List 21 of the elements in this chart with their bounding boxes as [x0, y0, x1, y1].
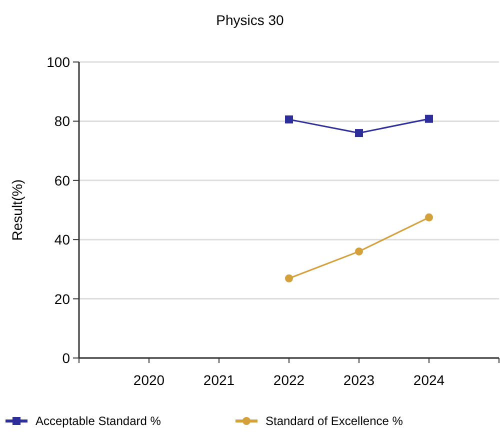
point: [355, 129, 363, 138]
y-tick-label: 0: [62, 350, 70, 366]
x-tick-label: 2022: [273, 372, 305, 388]
point: [425, 114, 433, 123]
y-axis-title: Result(%): [9, 179, 25, 241]
y-tick-label: 20: [54, 290, 70, 307]
x-tick-label: 2020: [133, 372, 165, 388]
y-tick-label: 40: [54, 232, 70, 248]
x-tick-label: 2021: [203, 372, 235, 388]
y-tick-label: 80: [54, 113, 70, 130]
legend-label: Standard of Excellence %: [266, 414, 404, 428]
y-tick-label: 100: [46, 54, 70, 70]
point: [425, 213, 433, 222]
chart-title: Physics 30: [216, 12, 284, 28]
y-tick-label: 60: [54, 172, 70, 188]
x-tick-label: 2023: [343, 372, 375, 388]
x-tick-label: 2024: [413, 372, 445, 388]
point: [355, 247, 363, 256]
legend-label: Acceptable Standard %: [36, 414, 162, 428]
point: [285, 274, 293, 282]
point: [285, 115, 293, 124]
